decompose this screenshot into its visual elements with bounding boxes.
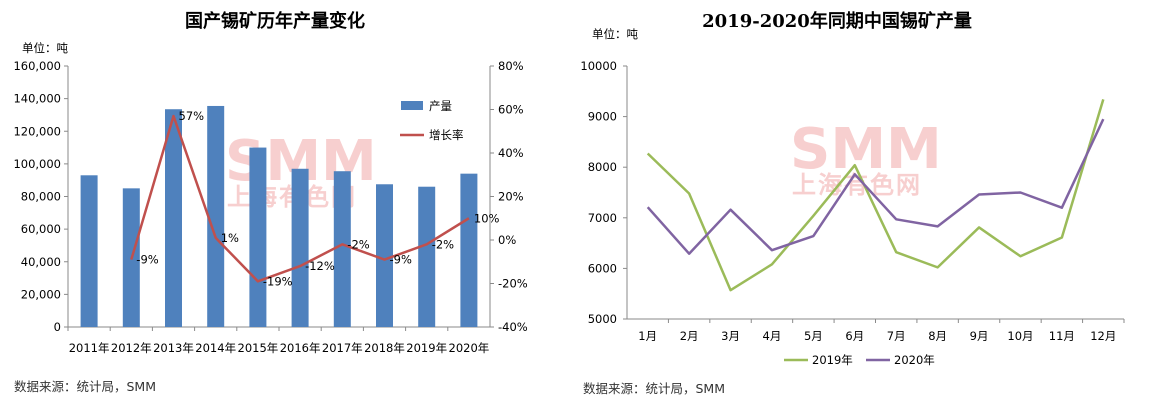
left-y-tick-label: 40,000 — [21, 255, 61, 269]
left-x-tick-label: 2011年 — [69, 341, 110, 355]
right-y-tick-label: 80% — [498, 59, 524, 73]
legend-label-production: 产量 — [429, 99, 452, 113]
left-y-tick-label: 0 — [54, 320, 61, 334]
right-x-tick-label: 2月 — [680, 329, 699, 343]
legend-label-growth: 增长率 — [429, 128, 464, 142]
production-bar — [333, 171, 351, 327]
right-x-tick-label: 9月 — [970, 329, 989, 343]
left-y-tick-label: 20,000 — [21, 287, 61, 301]
right-chart-title: 2019-2020年同期中国锡矿产量 — [702, 10, 972, 32]
right-y-tick-label: 9000 — [588, 110, 617, 124]
growth-data-label: 57% — [179, 109, 205, 123]
left-y-tick-label: 80,000 — [21, 190, 61, 204]
right-x-tick-label: 8月 — [928, 329, 947, 343]
right-chart: 2019-2020年同期中国锡矿产量 单位：吨 SMM 上海有色网 5000 60… — [580, 10, 1125, 396]
right-y-tick-label: 6000 — [588, 261, 617, 275]
left-y-tick-labels-left: 0 20,000 40,000 60,000 80,000 100,000 120,000 1… — [13, 59, 61, 334]
right-y-tick-labels: 5000 6000 7000 8000 9000 10000 — [580, 59, 617, 326]
left-x-tick-label: 2015年 — [238, 341, 279, 355]
left-x-tick-labels: 2011年 2012年 2013年 2014年 2015年 2016年 2017年 2018年… — [69, 341, 490, 355]
production-bar — [376, 184, 393, 327]
series-line-2020年 — [646, 118, 1105, 255]
left-y-tick-label: 120,000 — [13, 124, 61, 138]
legend-label-2019: 2019年 — [812, 353, 853, 367]
growth-data-labels: -9% 57% 1% -19% -12% -2% -9% -2% 10% — [136, 109, 499, 288]
right-x-tick-label: 1月 — [638, 329, 657, 343]
growth-rate-line — [130, 114, 470, 283]
right-y-tick-label: 40% — [498, 146, 524, 160]
right-y-tick-label: 20% — [498, 190, 524, 204]
production-bar — [249, 147, 267, 327]
right-source-note: 数据来源：统计局，SMM — [583, 381, 725, 396]
growth-data-label: 1% — [221, 231, 239, 245]
left-legend: 产量 增长率 — [400, 99, 464, 142]
right-x-tick-label: 10月 — [1007, 329, 1033, 343]
legend-label-2020: 2020年 — [894, 353, 935, 367]
left-y-tick-labels-right: -40% -20% 0% 20% 40% 60% 80% — [498, 59, 528, 334]
production-bar — [460, 173, 478, 327]
right-x-tick-label: 6月 — [845, 329, 864, 343]
growth-data-label: -12% — [305, 259, 335, 273]
left-source-note: 数据来源：统计局，SMM — [14, 379, 156, 394]
right-x-tick-label: 7月 — [887, 329, 906, 343]
watermark-smm: SMM — [790, 117, 942, 182]
production-bar — [418, 186, 436, 327]
left-x-tick-label: 2018年 — [364, 341, 405, 355]
right-watermark: SMM 上海有色网 — [790, 117, 942, 199]
production-bars — [80, 105, 478, 328]
left-chart: 国产锡矿历年产量变化 单位：吨 SMM 上海有色网 020,00040,0006… — [13, 10, 527, 394]
growth-line — [130, 114, 470, 283]
right-y-tick-label: 8000 — [588, 160, 617, 174]
production-bar — [207, 105, 225, 327]
right-y-tick-label: 7000 — [588, 211, 617, 225]
left-x-tick-label: 2013年 — [153, 341, 194, 355]
right-x-tick-label: 4月 — [763, 329, 782, 343]
right-y-tick-label: 10000 — [580, 59, 617, 73]
left-y-tick-label: 60,000 — [21, 222, 61, 236]
growth-data-label: -9% — [390, 253, 412, 267]
left-x-tick-label: 2016年 — [280, 341, 321, 355]
right-x-tick-label: 11月 — [1049, 329, 1075, 343]
right-x-tick-labels: 1月 2月 3月 4月 5月 6月 7月 8月 9月 10月 11月 12月 — [638, 329, 1116, 343]
left-x-tick-label: 2017年 — [322, 341, 363, 355]
right-unit-label: 单位：吨 — [592, 27, 638, 41]
left-unit-label: 单位：吨 — [22, 41, 68, 55]
right-x-tick-label: 12月 — [1090, 329, 1116, 343]
right-y-tick-label: 60% — [498, 103, 524, 117]
series-line-2019年 — [646, 99, 1105, 292]
production-bar — [80, 175, 98, 327]
right-y-tick-label: -40% — [498, 320, 528, 334]
production-bar — [291, 168, 309, 327]
right-y-tick-label: 5000 — [588, 312, 617, 326]
legend-swatch-production — [401, 101, 423, 110]
right-series-lines — [646, 99, 1105, 292]
left-y-tick-label: 100,000 — [13, 157, 61, 171]
right-x-tick-label: 3月 — [721, 329, 740, 343]
growth-data-label: -9% — [136, 253, 158, 267]
right-axes — [623, 65, 1125, 323]
production-bar — [165, 109, 182, 328]
right-y-tick-label: -20% — [498, 277, 528, 291]
right-legend: 2019年 2020年 — [784, 353, 935, 367]
growth-data-label: -2% — [347, 237, 369, 251]
left-x-tick-label: 2012年 — [111, 341, 152, 355]
left-chart-title: 国产锡矿历年产量变化 — [185, 10, 365, 32]
left-y-tick-label: 160,000 — [13, 59, 61, 73]
left-x-tick-label: 2019年 — [406, 341, 447, 355]
right-y-tick-label: 0% — [498, 233, 516, 247]
watermark-cn: 上海有色网 — [227, 183, 357, 211]
left-y-tick-label: 140,000 — [13, 92, 61, 106]
growth-data-label: 10% — [474, 211, 500, 225]
left-x-tick-label: 2014年 — [195, 341, 236, 355]
growth-data-label: -2% — [432, 237, 454, 251]
growth-data-label: -19% — [263, 274, 293, 288]
right-x-tick-label: 5月 — [804, 329, 823, 343]
left-x-tick-label: 2020年 — [449, 341, 490, 355]
